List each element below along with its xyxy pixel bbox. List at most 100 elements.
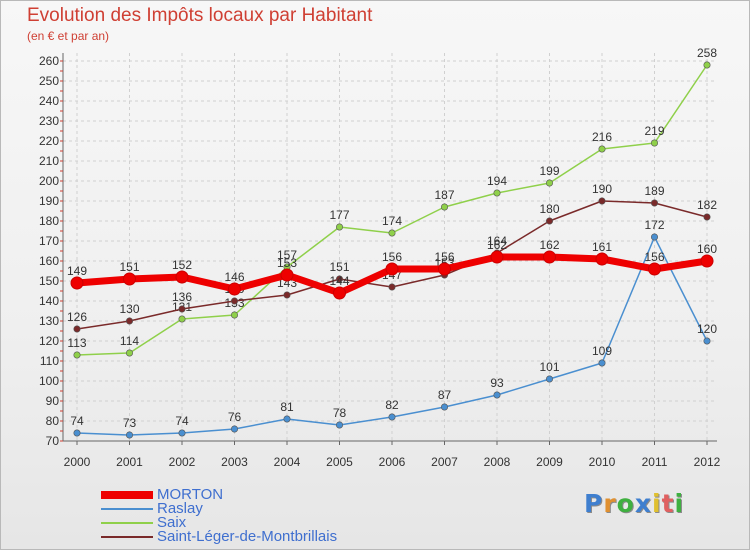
data-label-morton: 156	[382, 250, 402, 264]
data-point-saix	[703, 61, 711, 69]
data-point-raslay	[703, 337, 711, 345]
legend-label-morton: MORTON	[157, 486, 224, 503]
data-label-morton: 162	[539, 238, 559, 252]
data-point-morton	[70, 276, 84, 290]
x-tick-label: 2000	[64, 455, 91, 469]
data-label-saix: 177	[329, 208, 349, 222]
y-tick-label: 80	[46, 414, 60, 428]
data-point-raslay	[178, 429, 186, 437]
y-tick-label: 70	[46, 434, 60, 448]
y-tick-label: 250	[39, 74, 59, 88]
data-label-morton: 153	[277, 256, 297, 270]
y-tick-label: 190	[39, 194, 59, 208]
data-point-saint-l-ger-de-montbrillais	[388, 283, 396, 291]
data-label-morton: 160	[697, 242, 717, 256]
logo-letter: o	[616, 489, 635, 518]
y-tick-label: 220	[39, 134, 59, 148]
data-label-saix: 114	[120, 334, 139, 348]
data-point-raslay	[598, 359, 606, 367]
data-point-saix	[388, 229, 396, 237]
data-point-raslay	[126, 431, 134, 439]
data-point-morton	[595, 252, 609, 266]
y-tick-label: 140	[39, 294, 59, 308]
data-label-saint-l-ger-de-montbrillais: 182	[697, 198, 717, 212]
data-point-morton	[438, 262, 451, 276]
data-point-saint-l-ger-de-montbrillais	[283, 291, 291, 299]
data-point-morton	[175, 270, 189, 284]
data-point-morton	[280, 268, 294, 282]
data-point-morton	[543, 250, 556, 264]
data-label-saint-l-ger-de-montbrillais: 151	[329, 260, 349, 274]
x-tick-label: 2012	[694, 455, 721, 469]
data-point-raslay	[493, 391, 501, 399]
x-tick-label: 2009	[536, 455, 563, 469]
data-point-raslay	[388, 413, 396, 421]
data-label-raslay: 76	[228, 410, 242, 424]
data-label-raslay: 78	[333, 406, 347, 420]
data-label-raslay: 74	[70, 414, 84, 428]
data-label-raslay: 74	[175, 414, 189, 428]
legend-item-saix: Saix	[101, 514, 186, 531]
data-point-saix	[178, 315, 186, 323]
data-point-raslay	[440, 403, 448, 411]
data-point-saint-l-ger-de-montbrillais	[126, 317, 134, 325]
x-tick-label: 2011	[642, 455, 668, 469]
data-label-morton: 162	[487, 238, 507, 252]
data-label-saix: 219	[644, 124, 664, 138]
data-point-saint-l-ger-de-montbrillais	[598, 197, 606, 205]
chart-subtitle: (en € et par an)	[27, 29, 110, 43]
data-label-morton: 146	[224, 270, 244, 284]
y-tick-label: 90	[46, 394, 60, 408]
data-point-morton	[700, 254, 714, 268]
chart-title: Evolution des Impôts locaux par Habitant	[27, 5, 373, 26]
data-point-morton	[648, 262, 661, 276]
data-label-saint-l-ger-de-montbrillais: 164	[487, 234, 507, 248]
y-tick-label: 210	[39, 154, 59, 168]
data-label-saint-l-ger-de-montbrillais: 130	[119, 302, 139, 316]
data-point-saix	[493, 189, 501, 197]
legend-swatch-saix	[101, 521, 153, 524]
logo-letter: i	[674, 489, 685, 518]
legend-item-saint-leger: Saint-Léger-de-Montbrillais	[101, 528, 337, 545]
data-point-saix	[598, 145, 606, 153]
data-label-saint-l-ger-de-montbrillais: 126	[67, 310, 87, 324]
data-point-saint-l-ger-de-montbrillais	[545, 217, 553, 225]
plot-area	[63, 53, 717, 441]
data-point-saix	[545, 179, 553, 187]
y-tick-label: 170	[39, 234, 59, 248]
x-tick-label: 2010	[589, 455, 616, 469]
data-point-morton	[385, 262, 399, 276]
data-point-saint-l-ger-de-montbrillais	[703, 213, 711, 221]
data-point-saix	[126, 349, 134, 357]
data-point-saint-l-ger-de-montbrillais	[231, 297, 239, 305]
data-label-saint-l-ger-de-montbrillais: 136	[172, 290, 192, 304]
data-label-morton: 156	[434, 250, 454, 264]
logo-letter: r	[603, 489, 617, 518]
data-label-raslay: 101	[539, 360, 559, 374]
x-tick-label: 2004	[274, 455, 301, 469]
data-label-saint-l-ger-de-montbrillais: 180	[539, 202, 559, 216]
legend-swatch-morton	[101, 490, 153, 499]
y-tick-label: 260	[39, 54, 59, 68]
data-point-raslay	[335, 421, 343, 429]
data-label-saint-l-ger-de-montbrillais: 190	[592, 182, 612, 196]
data-point-morton	[490, 250, 504, 264]
y-tick-label: 200	[39, 174, 59, 188]
x-tick-label: 2006	[379, 455, 406, 469]
data-label-raslay: 172	[644, 218, 664, 232]
data-label-raslay: 87	[438, 388, 452, 402]
data-label-raslay: 109	[592, 344, 612, 358]
data-point-saix	[231, 311, 239, 319]
data-label-morton: 151	[119, 260, 139, 274]
data-label-saix: 174	[382, 214, 402, 228]
legend-swatch-raslay	[101, 507, 153, 510]
x-tick-label: 2008	[484, 455, 511, 469]
data-point-morton	[333, 286, 346, 300]
data-label-raslay: 82	[385, 398, 399, 412]
x-tick-label: 2003	[221, 455, 248, 469]
data-point-raslay	[283, 415, 291, 423]
y-tick-label: 240	[39, 94, 59, 108]
data-label-morton: 156	[644, 250, 664, 264]
